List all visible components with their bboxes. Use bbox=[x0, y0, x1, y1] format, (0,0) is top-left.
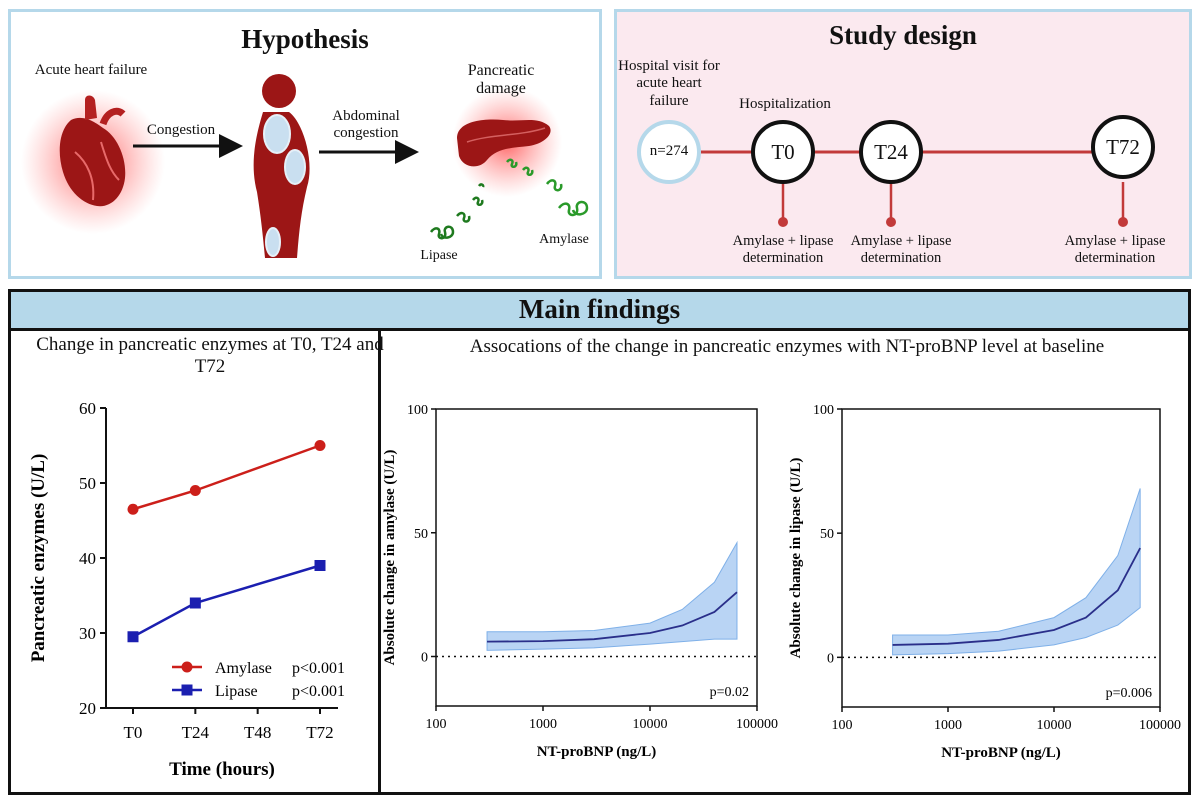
enzyme-chart-title: Change in pancreatic enzymes at T0, T24 … bbox=[36, 334, 384, 377]
findings-divider bbox=[378, 331, 381, 792]
timepoint-t0-label: T0 bbox=[771, 140, 795, 164]
body-congestion-icon bbox=[253, 74, 310, 258]
timepoint-t24-label: T24 bbox=[874, 140, 908, 164]
lipase-label: Lipase bbox=[420, 248, 458, 263]
t72-determination-label: Amylase + lipase determination bbox=[1064, 233, 1166, 266]
abdominal-congestion-label: Abdominal congestion bbox=[332, 108, 400, 142]
hypothesis-illustration bbox=[21, 74, 589, 258]
study-design-panel: Study design Hospital visit for acute he… bbox=[614, 9, 1192, 279]
sample-size-label: n=274 bbox=[649, 143, 689, 159]
hypothesis-title: Hypothesis bbox=[241, 24, 369, 54]
timepoint-t72-label: T72 bbox=[1106, 135, 1140, 159]
association-charts-title: Assocations of the change in pancreatic … bbox=[469, 336, 1105, 357]
hospitalization-label: Hospitalization bbox=[739, 96, 831, 112]
main-findings-title: Main findings bbox=[518, 294, 681, 324]
hospital-visit-label: Hospital visit for acute heart failure bbox=[618, 58, 720, 109]
pancreas-icon bbox=[452, 87, 562, 197]
timepoint-t72-circle bbox=[1091, 115, 1155, 179]
timepoint-t24-circle bbox=[859, 120, 923, 184]
pancreatic-damage-label: Pancreatic damage bbox=[467, 62, 535, 98]
amylase-enzyme-icon bbox=[506, 158, 589, 217]
congestion-label: Congestion bbox=[146, 122, 216, 138]
lipase-enzyme-icon bbox=[429, 183, 485, 240]
t24-determination-label: Amylase + lipase determination bbox=[850, 233, 952, 266]
study-timeline bbox=[637, 115, 1155, 227]
enrollment-circle bbox=[637, 120, 701, 184]
hypothesis-panel: Hypothesis bbox=[8, 9, 602, 279]
timepoint-t0-circle bbox=[751, 120, 815, 184]
amylase-label: Amylase bbox=[539, 232, 589, 247]
t0-determination-label: Amylase + lipase determination bbox=[732, 233, 834, 266]
acute-heart-failure-label: Acute heart failure bbox=[34, 62, 148, 78]
heart-icon bbox=[21, 90, 165, 234]
main-findings-header bbox=[11, 292, 1188, 331]
study-design-title: Study design bbox=[829, 20, 977, 50]
main-findings-panel: Main findings Change in pancreatic enzym… bbox=[8, 289, 1191, 795]
